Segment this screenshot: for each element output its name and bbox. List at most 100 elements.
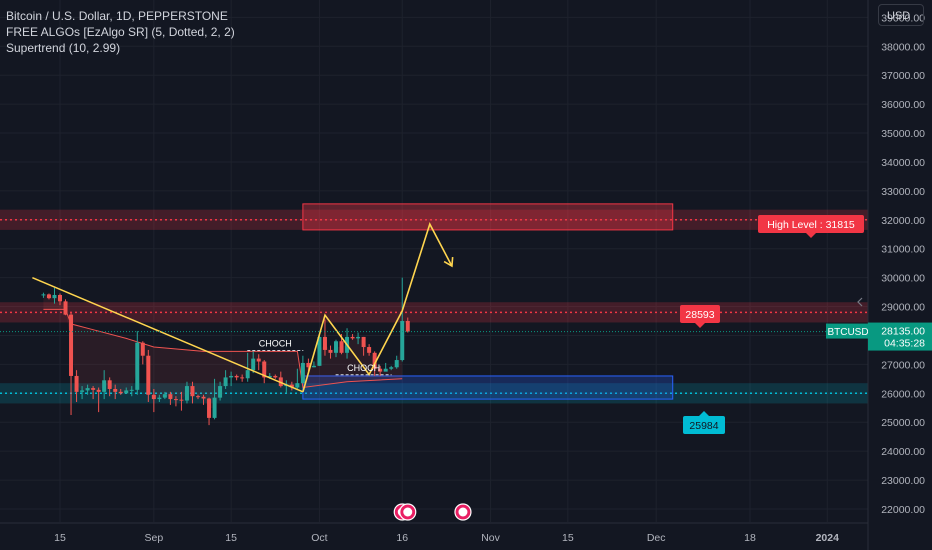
- candle: [334, 341, 338, 353]
- candle: [207, 398, 212, 418]
- projection-path: [302, 222, 453, 393]
- price-tag: 28135.00: [881, 326, 925, 338]
- candle: [339, 341, 344, 353]
- resistance-value-label: 28593: [685, 309, 714, 321]
- price-tick-label: 36000.00: [881, 99, 925, 111]
- candle: [173, 399, 178, 401]
- candle: [151, 394, 156, 400]
- time-tick-label: 15: [225, 532, 237, 544]
- candle: [322, 336, 327, 350]
- candle: [317, 336, 322, 366]
- candle: [135, 342, 140, 390]
- event-flag-dot: [458, 507, 468, 517]
- candle: [273, 375, 278, 378]
- choch-label: CHOCH: [347, 363, 380, 373]
- candle: [289, 384, 294, 388]
- candle: [256, 358, 261, 362]
- legend-indicator-supertrend: Supertrend (10, 2.99): [6, 41, 121, 55]
- support-value-label-pointer: [699, 411, 709, 416]
- candle: [295, 383, 300, 388]
- chart-legend: Bitcoin / U.S. Dollar, 1D, PEPPERSTONE F…: [6, 8, 235, 56]
- candle: [80, 390, 85, 392]
- price-axis-bg: [868, 0, 932, 550]
- price-tick-label: 33000.00: [881, 186, 925, 198]
- candle: [41, 294, 46, 296]
- candle: [74, 375, 79, 392]
- candle: [306, 362, 311, 368]
- candle: [251, 358, 256, 371]
- price-tick-label: 31000.00: [881, 244, 925, 256]
- support-value-label-box: [683, 416, 725, 434]
- candle: [389, 367, 394, 369]
- candle: [58, 294, 62, 302]
- legend-symbol: Bitcoin / U.S. Dollar, 1D, PEPPERSTONE: [6, 9, 228, 23]
- candle: [124, 390, 129, 394]
- candle: [102, 380, 107, 392]
- candle: [113, 388, 118, 392]
- price-tick-label: 30000.00: [881, 273, 925, 285]
- candle: [311, 365, 316, 368]
- price-tick-label: 38000.00: [881, 41, 925, 53]
- candle: [223, 377, 228, 387]
- support-value-label: 25984: [689, 420, 718, 432]
- candle: [350, 336, 355, 339]
- high-level-label-box: [758, 215, 864, 233]
- price-tick-label: 34000.00: [881, 157, 925, 169]
- time-tick-label: Sep: [144, 532, 163, 544]
- candle: [300, 362, 305, 384]
- price-tick-label: 22000.00: [881, 504, 925, 516]
- candle: [400, 321, 405, 361]
- candle: [162, 394, 167, 398]
- choch-label: CHOCH: [259, 338, 292, 348]
- candle: [184, 386, 189, 401]
- candle: [262, 361, 267, 378]
- candle: [229, 375, 234, 378]
- candle: [405, 321, 410, 332]
- candle: [240, 377, 245, 379]
- price-tick-label: 37000.00: [881, 70, 925, 82]
- trendline: [32, 276, 304, 393]
- support-band: [0, 383, 868, 404]
- countdown-tag: 04:35:28: [884, 338, 925, 350]
- price-tick-label: 24000.00: [881, 446, 925, 458]
- time-tick-label: 15: [562, 532, 574, 544]
- high-level-label-pointer: [806, 233, 816, 238]
- symbol-tag: BTCUSD: [827, 327, 868, 338]
- currency-button[interactable]: USD: [878, 4, 924, 26]
- candle: [361, 336, 366, 348]
- candle: [218, 386, 223, 398]
- time-tick-label: Dec: [647, 532, 666, 544]
- candle: [383, 368, 388, 372]
- resistance-value-label-box: [680, 305, 720, 323]
- price-tick-label: 23000.00: [881, 475, 925, 487]
- time-tick-label: 2024: [816, 532, 840, 544]
- candle: [157, 397, 162, 400]
- resistance-band: [0, 209, 868, 230]
- price-tag-box: [868, 322, 932, 351]
- candle: [140, 342, 145, 356]
- candle: [356, 336, 361, 339]
- resistance-value-label-pointer: [695, 323, 705, 328]
- legend-indicator-ezalgo: FREE ALGOs [EzAlgo SR] (5, Dotted, 2, 2): [6, 25, 235, 39]
- candle: [52, 294, 57, 299]
- candle: [372, 352, 377, 369]
- time-tick-label: Nov: [481, 532, 500, 544]
- candle: [69, 314, 74, 376]
- candle: [245, 370, 250, 379]
- candle: [328, 349, 333, 353]
- time-tick-label: 15: [54, 532, 66, 544]
- time-tick-label: 16: [396, 532, 408, 544]
- candle: [91, 388, 96, 390]
- candle: [107, 380, 112, 389]
- candle: [85, 388, 90, 391]
- event-flag-dot: [403, 507, 413, 517]
- high-level-label: High Level : 31815: [767, 219, 855, 231]
- candle: [63, 301, 68, 315]
- candle: [96, 389, 101, 392]
- candle: [129, 389, 134, 391]
- scroll-right-icon[interactable]: [857, 297, 863, 307]
- candle: [146, 355, 151, 395]
- time-tick-label: 18: [744, 532, 756, 544]
